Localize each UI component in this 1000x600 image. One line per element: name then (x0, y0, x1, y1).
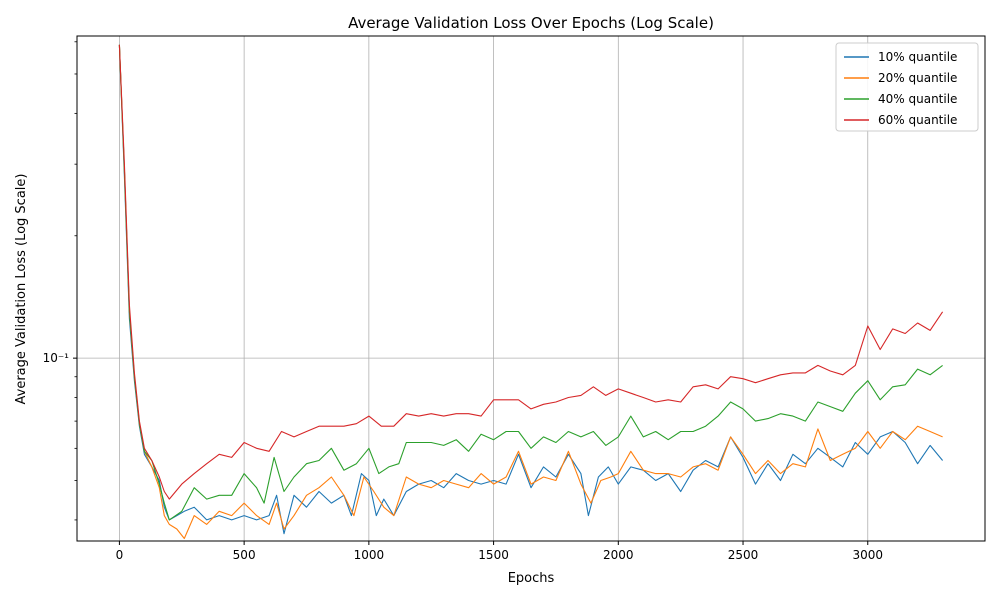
x-tick-label: 0 (116, 548, 124, 562)
x-tick-label: 500 (233, 548, 256, 562)
x-axis-label: Epochs (508, 571, 555, 586)
series-line-4 (118, 44, 944, 500)
x-tick-label: 3000 (852, 548, 883, 562)
legend-label: 20% quantile (878, 71, 957, 85)
x-tick-label: 1500 (478, 548, 509, 562)
legend-box (835, 42, 979, 132)
chart-title: Average Validation Loss Over Epochs (Log… (348, 14, 714, 32)
series-layer (118, 44, 944, 540)
legend-label: 60% quantile (878, 113, 957, 127)
y-axis-ticks: 10⁻¹ (43, 41, 77, 521)
series-line-2 (118, 44, 943, 540)
legend-label: 10% quantile (878, 50, 957, 64)
y-axis-label: Average Validation Loss (Log Scale) (14, 174, 29, 405)
y-tick-label: 10⁻¹ (43, 351, 70, 365)
x-tick-label: 1000 (354, 548, 385, 562)
plot-frame (76, 35, 986, 542)
x-tick-label: 2500 (728, 548, 759, 562)
legend: 10% quantile 20% quantile 40% quantile 60% … (835, 42, 979, 132)
legend-label: 40% quantile (878, 92, 957, 106)
x-tick-label: 2000 (603, 548, 634, 562)
series-line-3 (118, 44, 943, 521)
x-axis-ticks: 0 500 1000 1500 2000 2500 3000 (116, 541, 883, 562)
series-line-1 (118, 44, 944, 535)
